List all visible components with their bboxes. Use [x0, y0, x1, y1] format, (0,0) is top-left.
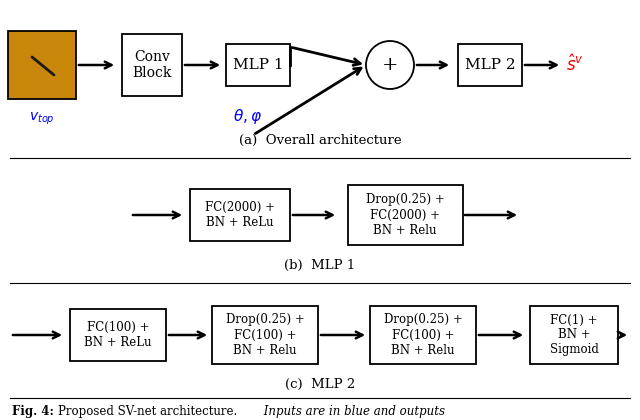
Text: +: + [381, 56, 398, 74]
Circle shape [366, 41, 414, 89]
Text: FC(1) +
BN +
Sigmoid: FC(1) + BN + Sigmoid [550, 313, 598, 357]
Text: $\theta, \varphi$: $\theta, \varphi$ [234, 107, 262, 126]
Text: Drop(0.25) +
FC(100) +
BN + Relu: Drop(0.25) + FC(100) + BN + Relu [226, 313, 305, 357]
FancyBboxPatch shape [212, 306, 318, 364]
Text: Proposed SV-net architecture.: Proposed SV-net architecture. [58, 404, 237, 417]
Text: Drop(0.25) +
FC(100) +
BN + Relu: Drop(0.25) + FC(100) + BN + Relu [383, 313, 462, 357]
Text: Drop(0.25) +
FC(2000) +
BN + Relu: Drop(0.25) + FC(2000) + BN + Relu [365, 194, 444, 236]
Text: (b)  MLP 1: (b) MLP 1 [284, 258, 356, 271]
Text: Inputs are in blue and outputs: Inputs are in blue and outputs [260, 404, 445, 417]
Text: MLP 1: MLP 1 [233, 58, 284, 72]
FancyBboxPatch shape [70, 309, 166, 361]
Text: MLP 2: MLP 2 [465, 58, 515, 72]
Text: Fig. 4:: Fig. 4: [12, 404, 54, 417]
FancyBboxPatch shape [8, 31, 76, 99]
Text: FC(2000) +
BN + ReLu: FC(2000) + BN + ReLu [205, 201, 275, 229]
FancyBboxPatch shape [190, 189, 290, 241]
FancyBboxPatch shape [226, 44, 290, 86]
FancyBboxPatch shape [458, 44, 522, 86]
FancyBboxPatch shape [370, 306, 476, 364]
Text: (a)  Overall architecture: (a) Overall architecture [239, 134, 401, 147]
Text: (c)  MLP 2: (c) MLP 2 [285, 378, 355, 391]
Text: $v_{top}$: $v_{top}$ [29, 111, 55, 127]
FancyBboxPatch shape [530, 306, 618, 364]
FancyBboxPatch shape [348, 185, 463, 245]
Text: $\hat{s}^v$: $\hat{s}^v$ [566, 55, 584, 75]
Text: Conv
Block: Conv Block [132, 50, 172, 80]
Text: FC(100) +
BN + ReLu: FC(100) + BN + ReLu [84, 321, 152, 349]
FancyBboxPatch shape [122, 34, 182, 96]
